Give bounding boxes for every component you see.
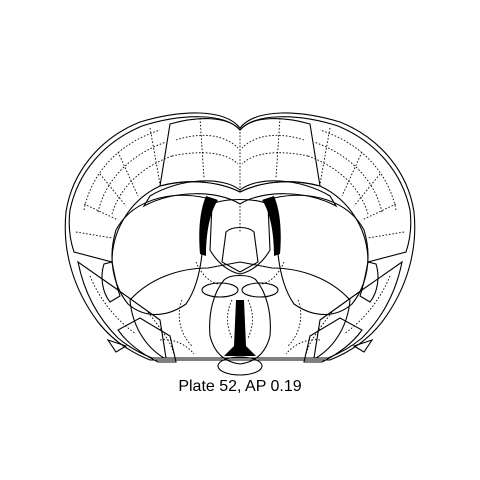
ventral-region-right	[303, 317, 363, 363]
striatum-right	[272, 194, 369, 315]
corpus-callosum	[142, 180, 338, 208]
anterior-commissure-right	[241, 282, 279, 298]
cortex-radial-lines	[75, 117, 405, 239]
anterior-commissure-left	[201, 282, 239, 298]
fiber-right	[352, 338, 374, 353]
pallidum	[129, 261, 351, 359]
claustrum-left	[101, 261, 121, 303]
claustrum-right	[359, 261, 379, 303]
lateral-ventricle-right	[262, 196, 281, 256]
isocortex-medial	[159, 118, 321, 193]
pallidum-inner	[221, 226, 259, 273]
plate-caption: Plate 52, AP 0.19	[178, 378, 302, 395]
olfactory-lateral-right	[313, 260, 403, 359]
preoptic-area	[209, 274, 271, 365]
cortex-layer-lines	[83, 129, 397, 215]
lateral-ventricle-left	[199, 196, 218, 256]
optic-fiber	[217, 356, 263, 376]
third-ventricle	[224, 300, 256, 356]
septum	[209, 198, 271, 275]
striatum-left	[111, 194, 208, 315]
ventral-subdivision-lines	[89, 206, 391, 355]
olfactory-lateral-left	[77, 260, 167, 359]
lateral-cortex	[64, 112, 416, 361]
fiber-left	[106, 338, 128, 353]
ventral-region-left	[117, 317, 177, 363]
